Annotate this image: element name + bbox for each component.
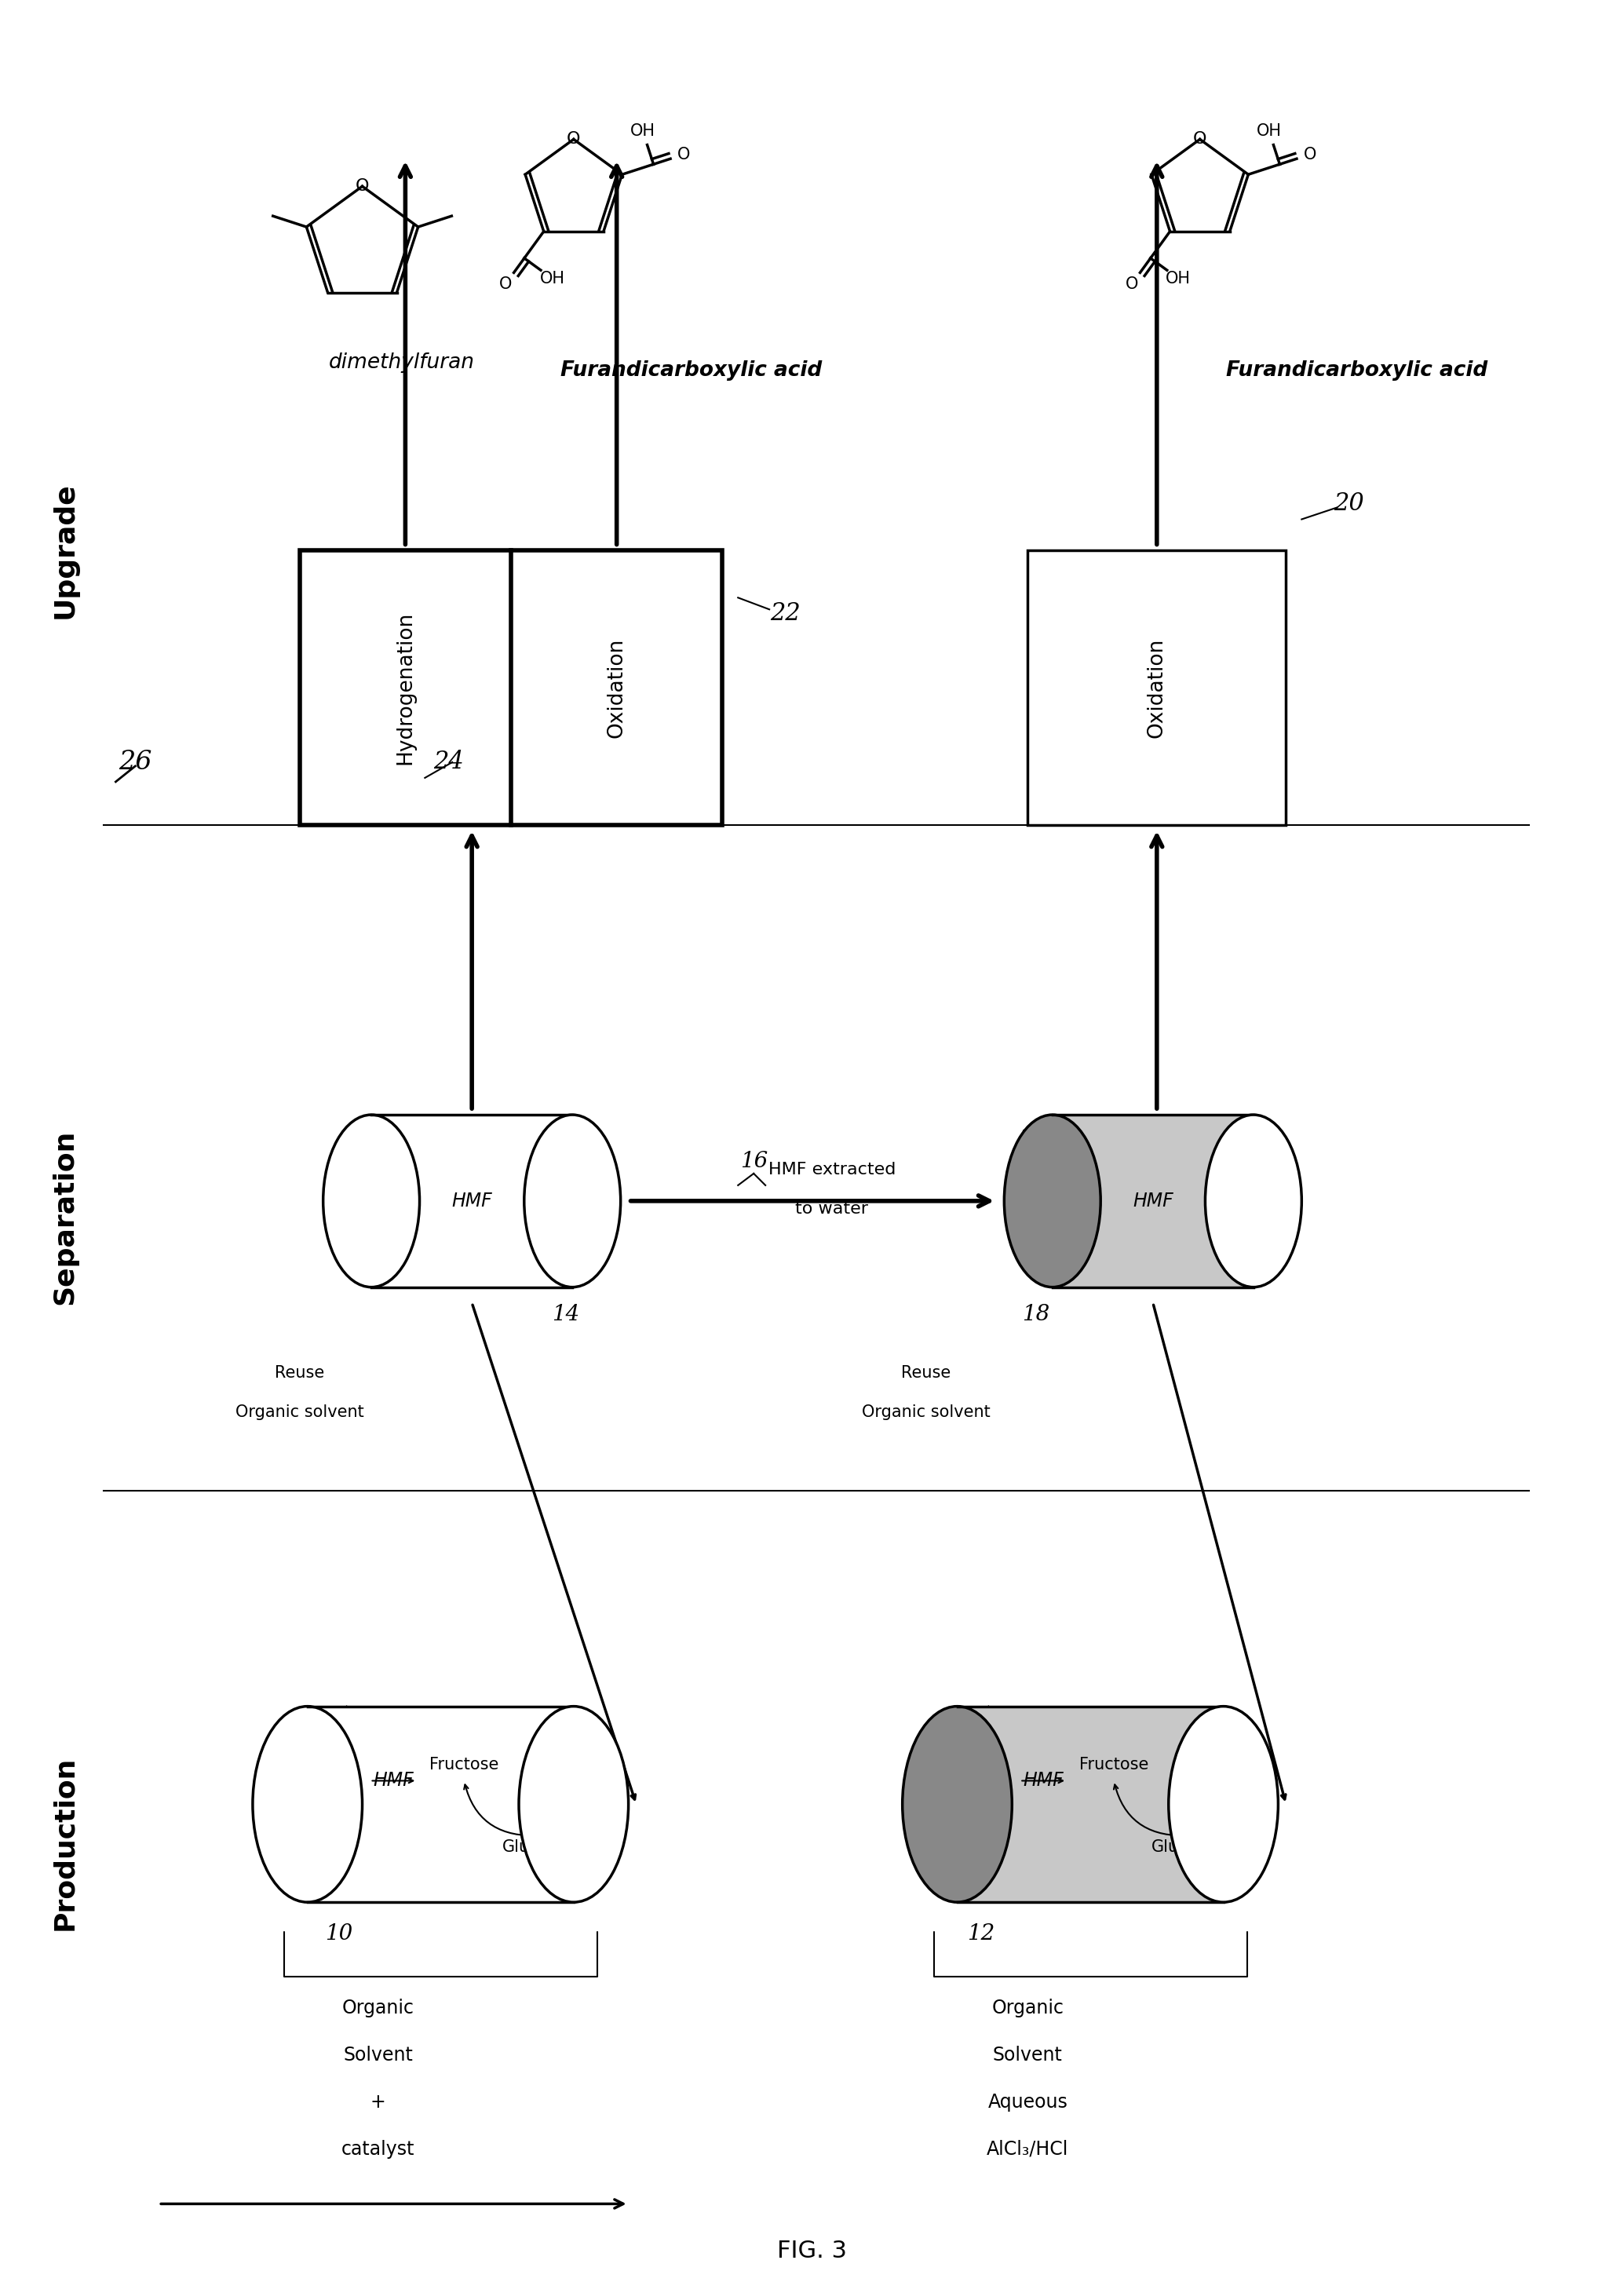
Text: 14: 14 — [552, 1305, 580, 1325]
Text: O: O — [499, 275, 512, 291]
Text: Oxidation: Oxidation — [1147, 637, 1168, 738]
Text: O: O — [356, 179, 369, 195]
Text: Reuse: Reuse — [901, 1364, 950, 1380]
Bar — [1052, 1114, 1254, 1286]
Text: Hydrogenation: Hydrogenation — [395, 610, 416, 764]
Text: Solvent: Solvent — [992, 2045, 1062, 2064]
Text: Production: Production — [52, 1756, 78, 1931]
Text: Oxidation: Oxidation — [606, 637, 627, 738]
Text: 18: 18 — [1021, 1305, 1049, 1325]
Text: catalyst: catalyst — [341, 2139, 414, 2158]
Ellipse shape — [525, 1114, 620, 1286]
Text: O: O — [677, 147, 690, 163]
Text: 24: 24 — [434, 750, 463, 775]
Text: Furandicarboxylic acid: Furandicarboxylic acid — [560, 360, 822, 381]
Ellipse shape — [1169, 1706, 1278, 1903]
Bar — [307, 1706, 573, 1903]
Text: OH: OH — [1257, 124, 1281, 140]
Text: O: O — [1304, 147, 1317, 163]
Text: Fructose: Fructose — [1078, 1756, 1148, 1772]
Text: 16: 16 — [741, 1151, 768, 1172]
Ellipse shape — [1205, 1114, 1302, 1286]
Text: Fructose: Fructose — [429, 1756, 499, 1772]
Text: 26: 26 — [119, 750, 153, 775]
Text: AlCl₃/HCl: AlCl₃/HCl — [987, 2139, 1069, 2158]
Text: Upgrade: Upgrade — [52, 482, 78, 619]
Text: 22: 22 — [770, 601, 801, 626]
Ellipse shape — [903, 1706, 1012, 1903]
Text: OH: OH — [1166, 271, 1190, 287]
Bar — [957, 1706, 1223, 1903]
Text: O: O — [1125, 275, 1138, 291]
Text: OH: OH — [630, 124, 656, 140]
Text: Reuse: Reuse — [274, 1364, 325, 1380]
Text: HMF: HMF — [1023, 1770, 1064, 1791]
Text: HMF: HMF — [1132, 1192, 1173, 1211]
Ellipse shape — [253, 1706, 362, 1903]
Text: Separation: Separation — [52, 1128, 78, 1305]
Text: Organic: Organic — [341, 1999, 414, 2018]
Text: Glucose: Glucose — [1151, 1839, 1216, 1855]
Text: Glucose: Glucose — [502, 1839, 567, 1855]
Text: HMF: HMF — [374, 1770, 414, 1791]
Text: Organic solvent: Organic solvent — [235, 1406, 364, 1419]
Text: 20: 20 — [1333, 491, 1364, 516]
Text: +: + — [370, 2094, 385, 2112]
Text: HMF extracted: HMF extracted — [768, 1163, 896, 1179]
Text: 10: 10 — [325, 1924, 352, 1944]
Ellipse shape — [323, 1114, 419, 1286]
Text: Organic solvent: Organic solvent — [862, 1406, 991, 1419]
Bar — [300, 550, 723, 825]
Text: 12: 12 — [966, 1924, 994, 1944]
Text: to water: to water — [796, 1202, 869, 1218]
Text: O: O — [567, 131, 580, 147]
Ellipse shape — [518, 1706, 628, 1903]
Bar — [1028, 550, 1286, 825]
Text: Organic: Organic — [992, 1999, 1064, 2018]
Text: dimethylfuran: dimethylfuran — [328, 353, 474, 374]
Text: OH: OH — [539, 271, 565, 287]
Ellipse shape — [1004, 1114, 1101, 1286]
Text: Aqueous: Aqueous — [987, 2094, 1067, 2112]
Text: O: O — [1194, 131, 1207, 147]
Text: FIG. 3: FIG. 3 — [776, 2240, 846, 2263]
Text: Solvent: Solvent — [343, 2045, 412, 2064]
Text: HMF: HMF — [451, 1192, 492, 1211]
Bar — [372, 1114, 572, 1286]
Text: Furandicarboxylic acid: Furandicarboxylic acid — [1226, 360, 1488, 381]
